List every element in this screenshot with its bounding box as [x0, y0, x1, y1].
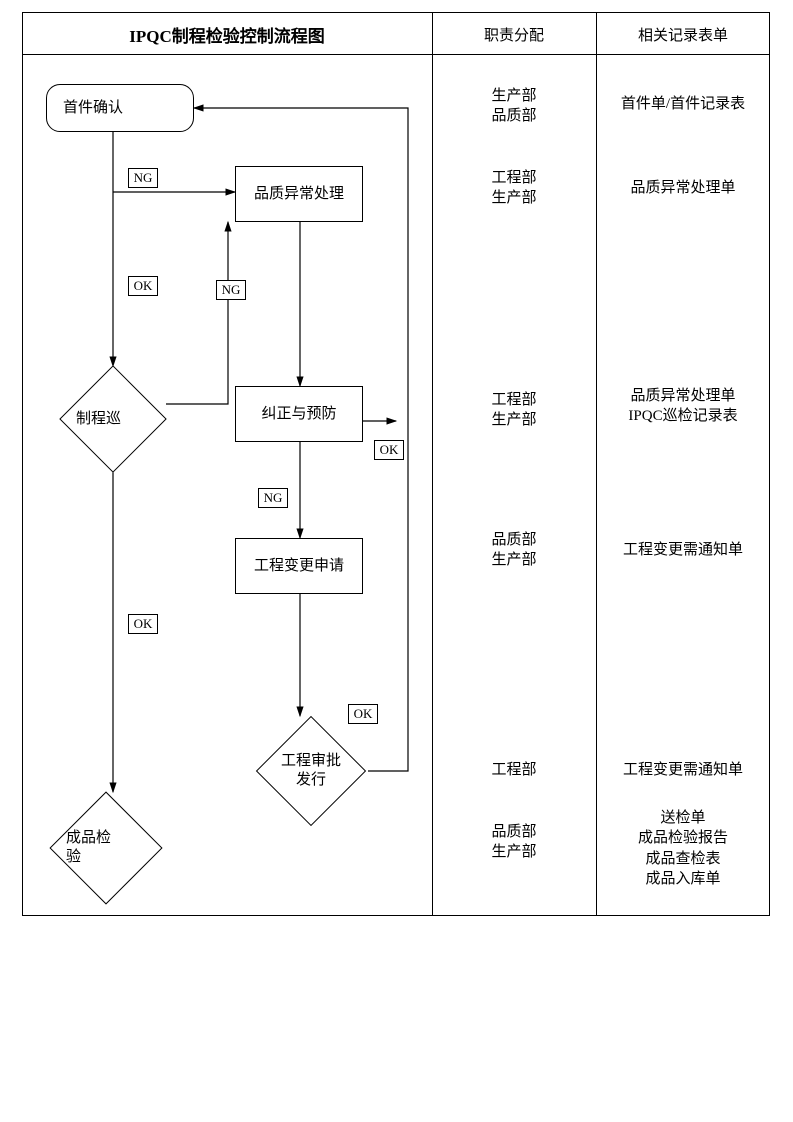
record-row-3: 工程变更需通知单 — [596, 540, 770, 560]
node-quality-abnormal: 品质异常处理 — [235, 166, 363, 222]
node-label: 纠正与预防 — [261, 405, 336, 424]
resp-row-0: 生产部 品质部 — [432, 86, 596, 127]
node-finished-inspect: 成品检 验 — [50, 792, 162, 904]
page: IPQC制程检验控制流程图 职责分配 相关记录表单 首件确认 品质异常处理 — [0, 0, 793, 1122]
header-resp: 职责分配 — [432, 24, 596, 45]
node-label: 成品检 验 — [66, 829, 111, 867]
badge-ng3: NG — [258, 488, 288, 508]
badge-ng1: NG — [128, 168, 158, 188]
header-separator — [22, 54, 770, 55]
resp-row-5: 品质部 生产部 — [432, 822, 596, 863]
badge-ok-right: OK — [374, 440, 404, 460]
badge-ok1: OK — [128, 276, 158, 296]
resp-row-3: 品质部 生产部 — [432, 530, 596, 571]
badge-ok2: OK — [128, 614, 158, 634]
record-row-0: 首件单/首件记录表 — [596, 94, 770, 114]
node-label: 制程巡 — [76, 410, 121, 429]
col-divider-2 — [596, 12, 597, 916]
col-divider-1 — [432, 12, 433, 916]
node-correct-prevent: 纠正与预防 — [235, 386, 363, 442]
node-label: 工程审批 发行 — [281, 752, 341, 790]
resp-row-2: 工程部 生产部 — [432, 390, 596, 431]
node-label: 首件确认 — [63, 99, 123, 118]
record-row-2: 品质异常处理单 IPQC巡检记录表 — [596, 386, 770, 427]
node-label: 工程变更申请 — [254, 557, 344, 576]
resp-row-1: 工程部 生产部 — [432, 168, 596, 209]
node-process-patrol: 制程巡 — [60, 366, 166, 472]
badge-ok3: OK — [348, 704, 378, 724]
header-record: 相关记录表单 — [596, 24, 770, 45]
node-approve-issue: 工程审批 发行 — [256, 716, 366, 826]
resp-row-4: 工程部 — [432, 760, 596, 780]
header-flow: IPQC制程检验控制流程图 — [22, 22, 432, 47]
badge-ng2: NG — [216, 280, 246, 300]
node-change-request: 工程变更申请 — [235, 538, 363, 594]
record-row-1: 品质异常处理单 — [596, 178, 770, 198]
node-label: 品质异常处理 — [254, 185, 344, 204]
record-row-4: 工程变更需通知单 — [596, 760, 770, 780]
node-first-confirm: 首件确认 — [46, 84, 194, 132]
record-row-5: 送检单 成品检验报告 成品查检表 成品入库单 — [596, 808, 770, 889]
